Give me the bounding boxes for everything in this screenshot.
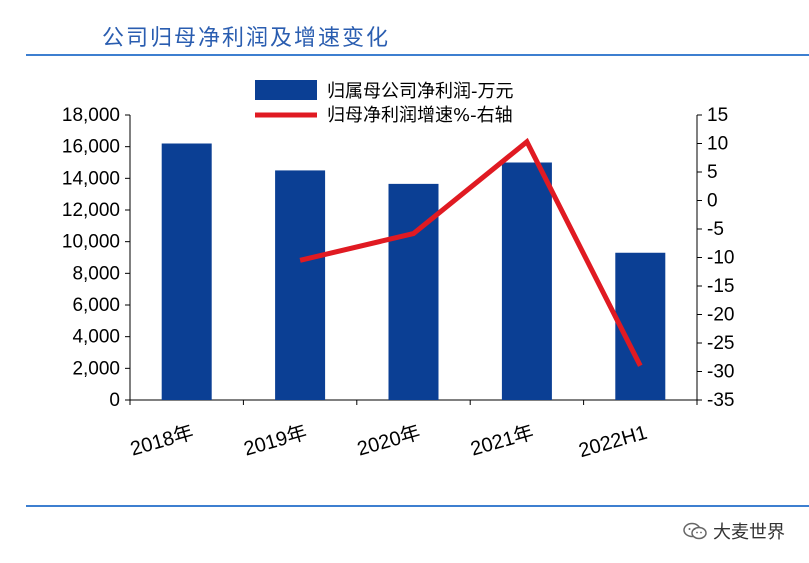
right-tick-label: -25 [707, 333, 734, 354]
x-category-label: 2019年 [241, 421, 309, 461]
legend-line-label: 归母净利润增速%-右轴 [327, 105, 513, 126]
right-tick-label: -35 [707, 390, 734, 411]
header-divider [26, 54, 809, 56]
x-category-label: 2020年 [355, 421, 423, 461]
left-tick-label: 10,000 [62, 232, 120, 253]
legend-bar-swatch [255, 80, 317, 100]
left-tick-label: 2,000 [72, 358, 120, 379]
left-tick-label: 0 [109, 390, 120, 411]
wechat-icon [683, 522, 707, 540]
legend-bar-label: 归属母公司净利润-万元 [327, 81, 514, 102]
right-tick-label: -5 [707, 219, 724, 240]
page-title: 公司归母净利润及增速变化 [102, 26, 391, 51]
bar [275, 170, 326, 400]
left-tick-label: 8,000 [72, 263, 120, 284]
left-tick-label: 6,000 [72, 295, 120, 316]
left-tick-label: 16,000 [62, 137, 120, 158]
right-tick-label: -10 [707, 248, 734, 269]
right-tick-label: 0 [707, 191, 718, 212]
right-tick-label: -30 [707, 362, 734, 383]
right-tick-label: 5 [707, 162, 718, 183]
right-tick-label: 15 [707, 105, 728, 126]
right-tick-label: -15 [707, 276, 734, 297]
watermark-text: 大麦世界 [713, 522, 785, 543]
left-tick-label: 14,000 [62, 168, 120, 189]
left-tick-label: 4,000 [72, 327, 120, 348]
left-tick-label: 18,000 [62, 105, 120, 126]
bar [501, 162, 552, 400]
footer-divider [26, 505, 809, 507]
right-tick-label: -20 [707, 305, 734, 326]
bar [615, 252, 666, 400]
left-tick-label: 12,000 [62, 200, 120, 221]
x-category-label: 2021年 [468, 421, 536, 461]
x-category-label: 2022H1 [576, 422, 649, 462]
chart: 0 2,000 4,000 6,000 8,000 10,000 12,000 14,000 1… [62, 80, 734, 462]
watermark: 大麦世界 [683, 518, 785, 544]
growth-line [299, 137, 643, 367]
x-category-label: 2018年 [128, 421, 196, 461]
bar [161, 143, 212, 400]
right-tick-label: 10 [707, 134, 728, 155]
